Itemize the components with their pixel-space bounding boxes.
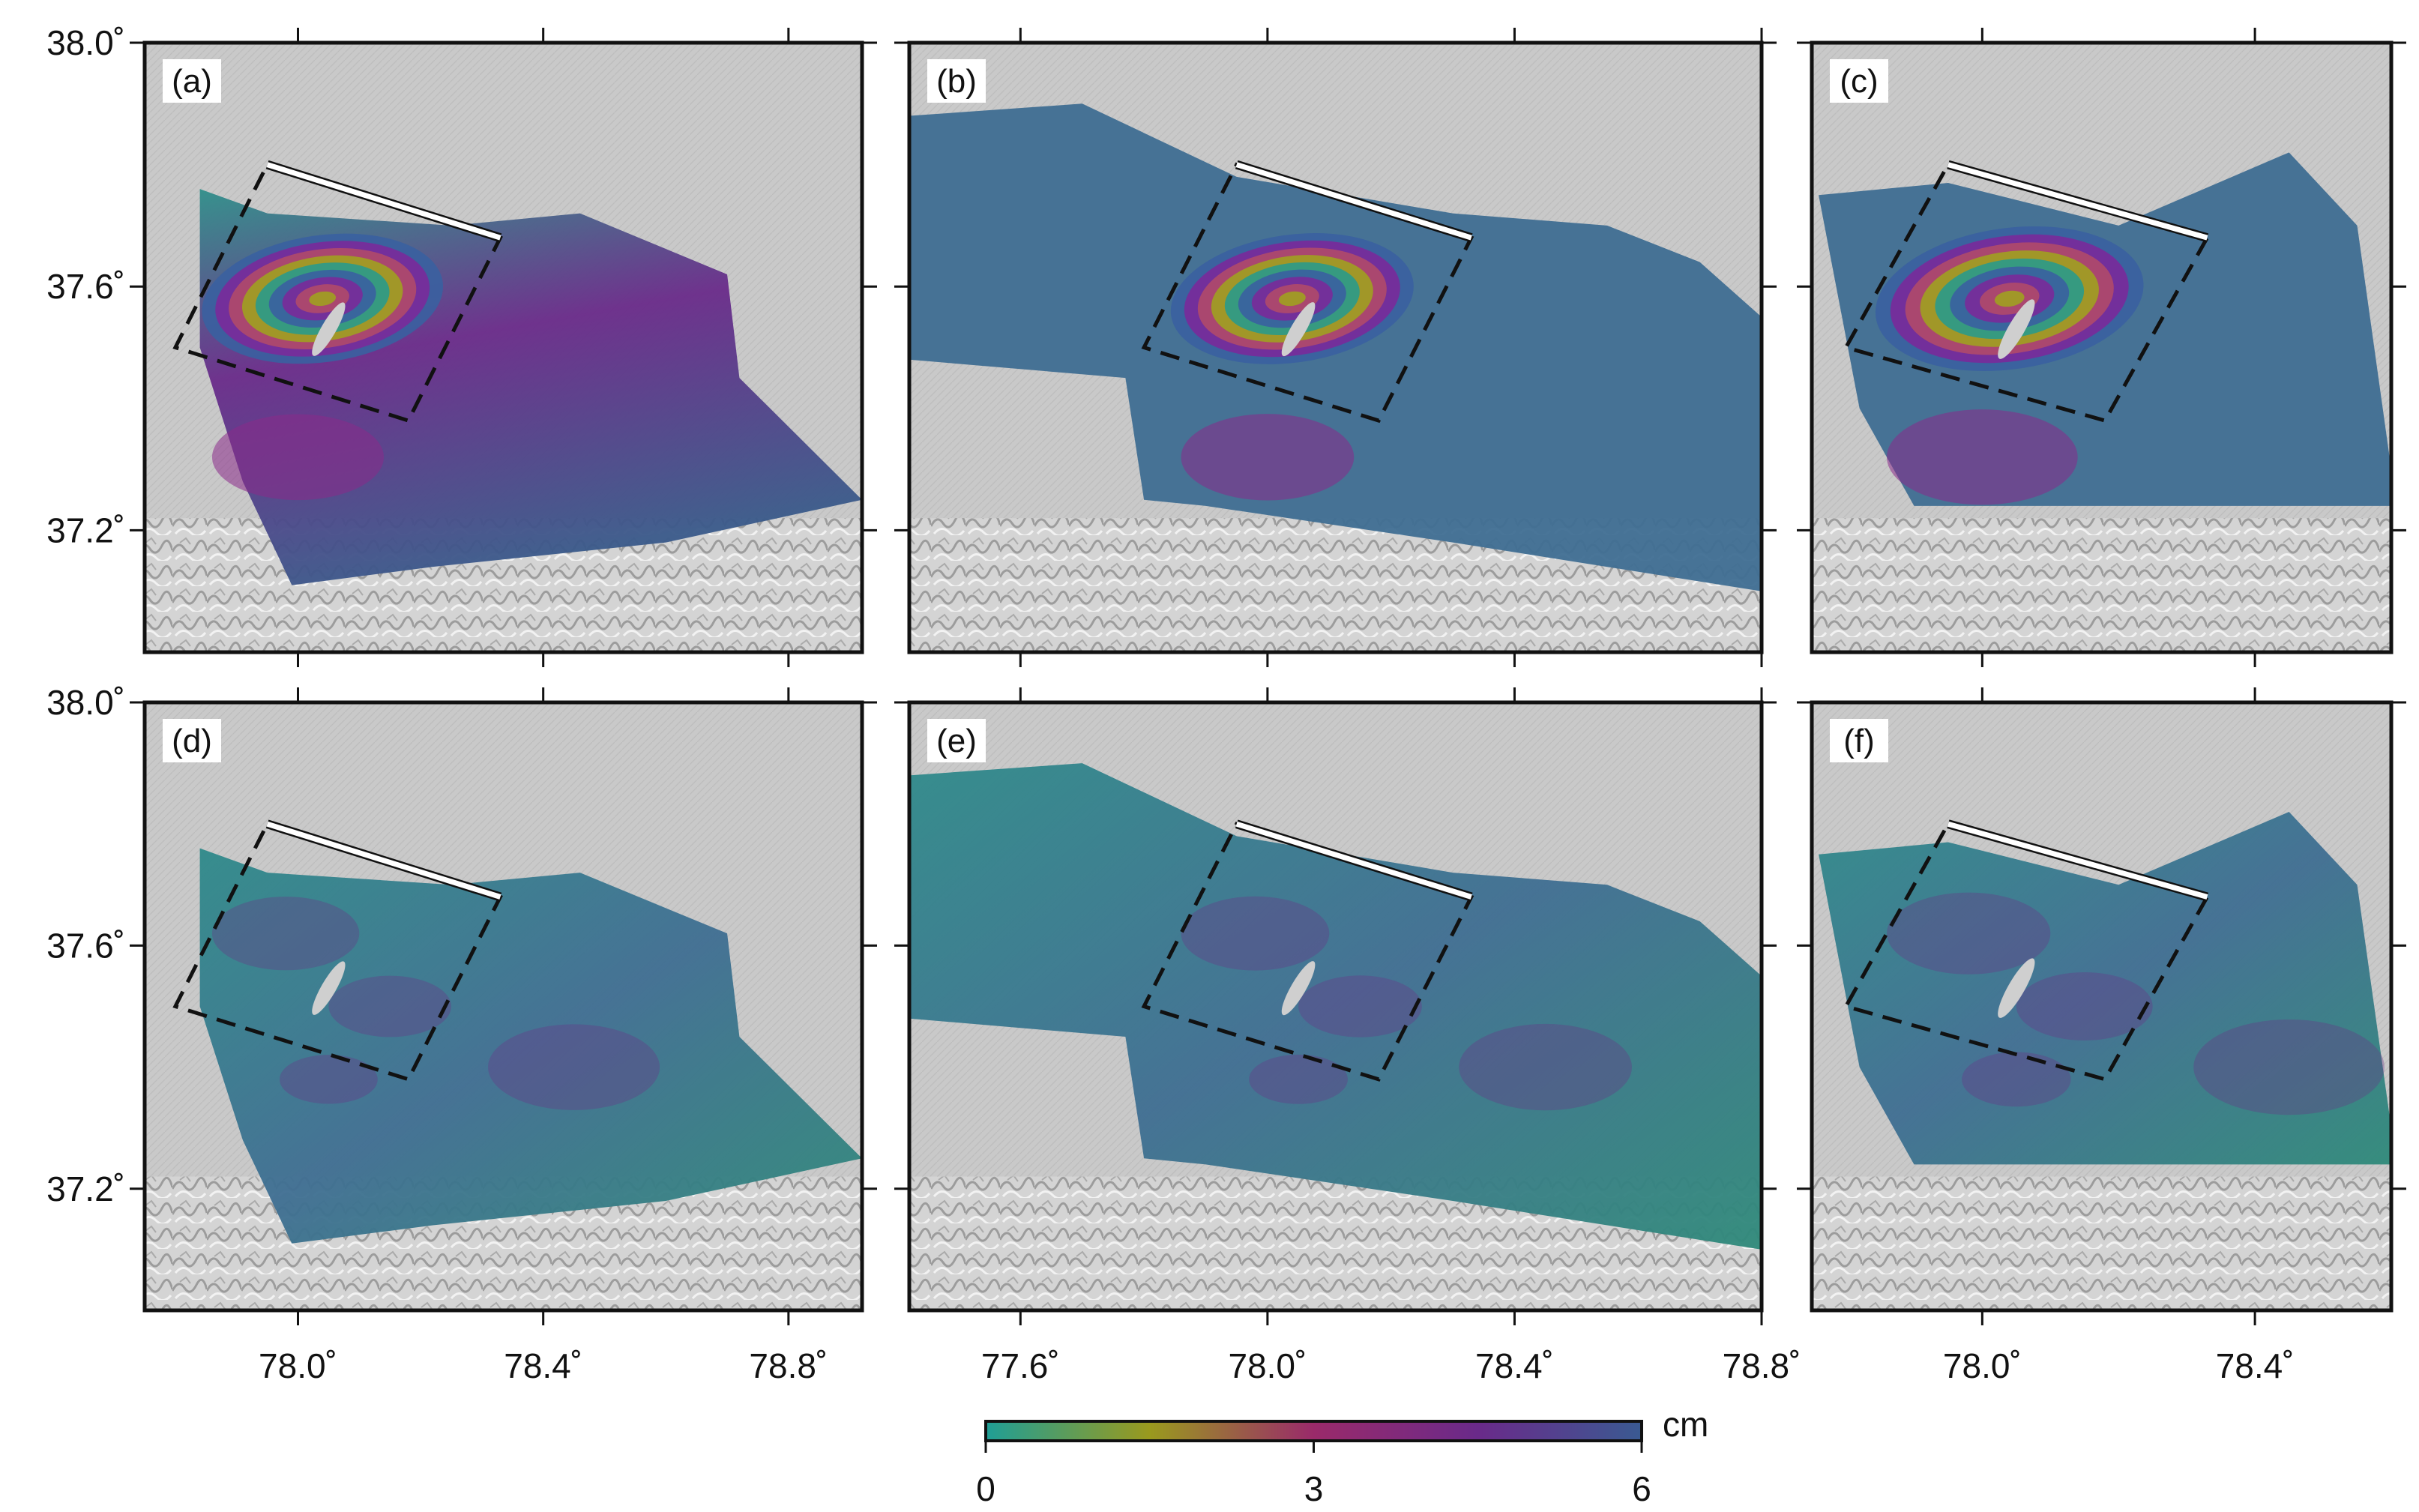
map-panel-e: (e) (907, 700, 1764, 1313)
y-tick-label: 37.6˚ (46, 267, 125, 306)
residual-patch (1249, 1054, 1348, 1104)
x-tick-label: 78.4˚ (504, 1346, 582, 1385)
fault-trace (266, 821, 501, 900)
residual-patch (1962, 1052, 2071, 1107)
fault-trace (1947, 821, 2208, 900)
fringe-ring (1278, 291, 1306, 307)
map-panel-f: (f) (1810, 700, 2394, 1313)
fringe-ring (1994, 290, 2025, 307)
panel-frame (907, 700, 1764, 1313)
fault-trace (1947, 162, 2208, 241)
panel-frame (142, 40, 864, 654)
residual-patch (279, 1055, 378, 1104)
los-displacement-field (199, 848, 862, 1244)
fringe-ring (309, 291, 337, 307)
panel-label-bg (163, 59, 221, 103)
fault-model-box (1843, 162, 2211, 424)
residual-patch (1298, 975, 1422, 1037)
panel-frame (142, 700, 864, 1313)
lake-gap (312, 302, 346, 356)
colorbar-unit: cm (1663, 1405, 1708, 1444)
residual-patch (328, 975, 451, 1037)
y-tick-label: 37.2˚ (46, 1169, 125, 1208)
panel-label-bg (1830, 719, 1888, 762)
x-tick-label: 78.8˚ (749, 1346, 828, 1385)
lake-gap (312, 961, 346, 1015)
subsidence-lobe (1181, 414, 1355, 501)
y-tick-label: 37.2˚ (46, 510, 125, 549)
lake-gap (1281, 302, 1316, 357)
fault-trace (266, 162, 501, 241)
panel-frame (907, 40, 1764, 654)
residual-patch (488, 1024, 660, 1110)
x-tick-label: 78.0˚ (259, 1346, 337, 1385)
fault-trace (1235, 162, 1472, 241)
colorbar-tick-label: 0 (976, 1469, 995, 1508)
panel-label: (a) (172, 63, 212, 100)
lake-gap (1998, 299, 2035, 359)
panel-label-bg (163, 719, 221, 762)
residual-patch (1887, 892, 2051, 975)
residual-patch (211, 897, 360, 971)
colorbar-tick-label: 3 (1304, 1469, 1324, 1508)
x-tick-label: 78.4˚ (1475, 1346, 1554, 1385)
panel-label-bg (1830, 59, 1888, 103)
panel-label-bg (927, 59, 986, 103)
residual-patch (2193, 1019, 2385, 1115)
panel-label: (e) (936, 723, 977, 759)
residual-patch (1459, 1023, 1632, 1111)
map-panel-a: (a) (142, 40, 864, 654)
fault-model-box (1843, 822, 2211, 1082)
colorbar (984, 1420, 1643, 1442)
x-tick-label: 78.8˚ (1723, 1346, 1801, 1385)
lake-gap (1998, 958, 2035, 1018)
x-tick-label: 78.4˚ (2216, 1346, 2295, 1385)
residual-patch (1181, 896, 1330, 971)
map-panel-c: (c) (1810, 40, 2394, 654)
map-panel-b: (b) (907, 40, 1764, 654)
map-panel-d: (d) (142, 700, 864, 1313)
y-tick-label: 38.0˚ (46, 683, 125, 722)
x-tick-label: 77.6˚ (981, 1346, 1060, 1385)
subsidence-lobe (211, 414, 384, 501)
residual-patch (2016, 972, 2153, 1040)
fault-trace (1235, 821, 1472, 900)
panel-label-bg (927, 719, 986, 762)
panel-label: (c) (1840, 63, 1878, 100)
lake-gap (1281, 961, 1316, 1016)
panel-frame (1810, 700, 2394, 1313)
y-tick-label: 37.6˚ (46, 926, 125, 965)
mountain-relief (1812, 518, 2391, 652)
x-tick-label: 78.0˚ (1943, 1346, 2022, 1385)
panel-label: (f) (1843, 723, 1875, 759)
x-tick-label: 78.0˚ (1228, 1346, 1307, 1385)
subsidence-lobe (1887, 409, 2078, 505)
mountain-relief (1812, 1176, 2391, 1310)
panel-frame (1810, 40, 2394, 654)
y-tick-label: 38.0˚ (46, 23, 125, 62)
los-displacement-field (1819, 811, 2391, 1165)
panel-label: (d) (172, 723, 212, 759)
panel-label: (b) (936, 63, 977, 100)
colorbar-tick-label: 6 (1632, 1469, 1651, 1508)
los-displacement-field (909, 763, 1762, 1250)
